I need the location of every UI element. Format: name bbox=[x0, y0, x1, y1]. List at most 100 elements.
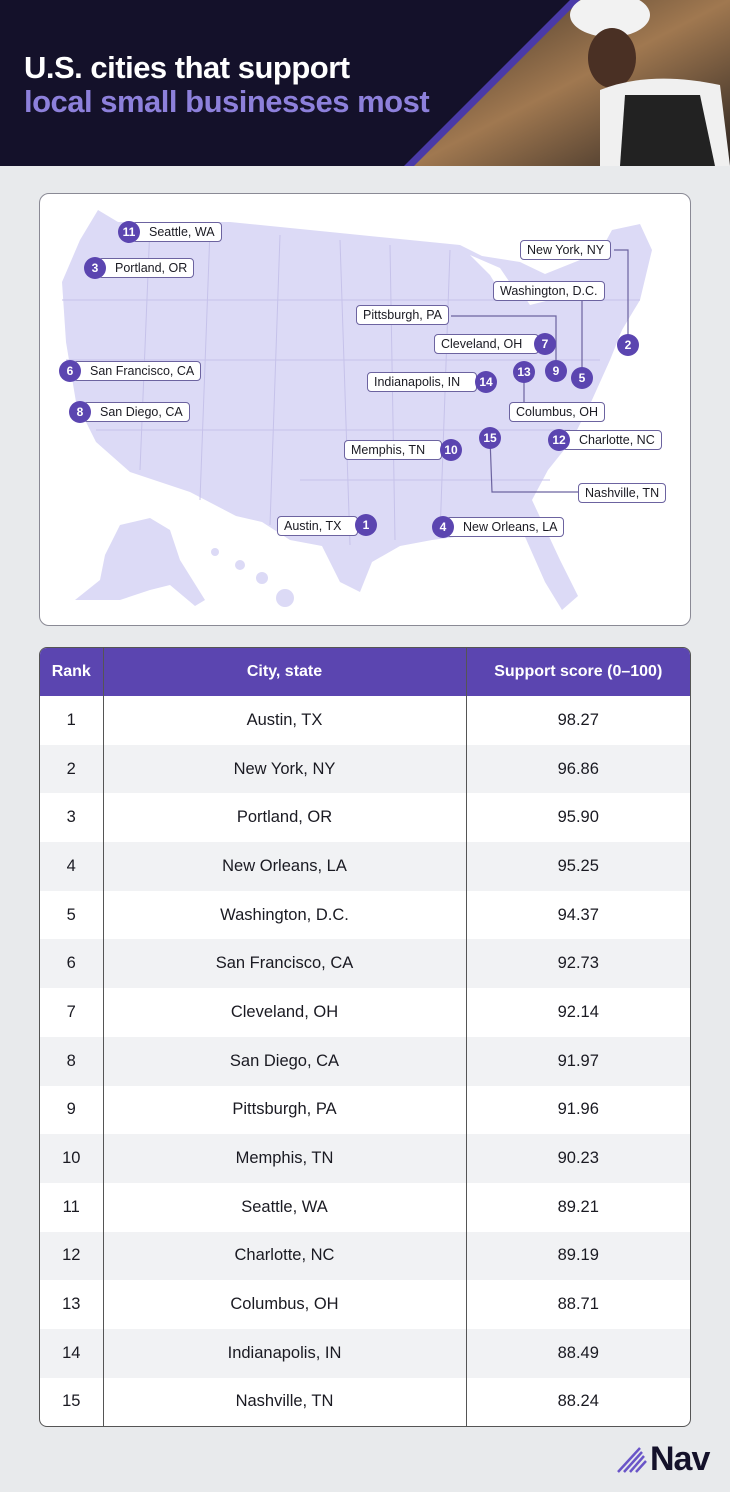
city-cell: Indianapolis, IN bbox=[103, 1328, 467, 1378]
rank-cell: 5 bbox=[40, 890, 104, 940]
score-cell: 88.49 bbox=[466, 1328, 690, 1378]
map-label: Nashville, TN bbox=[578, 483, 667, 503]
col-header-score: Support score (0–100) bbox=[466, 648, 690, 696]
map-marker-12: 12 bbox=[548, 429, 570, 451]
score-cell: 98.27 bbox=[557, 710, 599, 729]
map-marker-4: 4 bbox=[432, 516, 454, 538]
table-row: 5 Washington, D.C. 94.37 bbox=[40, 890, 690, 940]
map-marker-13: 13 bbox=[513, 361, 535, 383]
contiguous-us-shape bbox=[62, 210, 652, 610]
city-cell: Washington, D.C. bbox=[103, 890, 467, 940]
rank-cell: 3 bbox=[40, 793, 104, 843]
score-cell: 89.19 bbox=[466, 1231, 690, 1281]
map-label: San Diego, CA bbox=[83, 402, 190, 422]
map-marker-15: 15 bbox=[479, 427, 501, 449]
score-cell: 95.25 bbox=[466, 842, 690, 891]
city-cell: Nashville, TN bbox=[103, 1377, 467, 1427]
map-marker-5: 5 bbox=[571, 367, 593, 389]
rank-cell: 2 bbox=[40, 744, 104, 794]
table-row: 8 San Diego, CA 91.97 bbox=[40, 1036, 690, 1086]
title-line-2: local small businesses most bbox=[24, 84, 430, 119]
col-header-city: City, state bbox=[103, 648, 467, 696]
map-label: Memphis, TN bbox=[344, 440, 443, 460]
rank-cell: 11 bbox=[40, 1182, 104, 1232]
rank-cell: 9 bbox=[40, 1085, 104, 1135]
table-row: 4 New Orleans, LA 95.25 bbox=[40, 842, 690, 891]
header-banner: U.S. cities that support local small bus… bbox=[0, 0, 730, 166]
map-label: Pittsburgh, PA bbox=[356, 305, 449, 325]
city-cell: Pittsburgh, PA bbox=[103, 1085, 467, 1135]
nav-logo-icon bbox=[617, 1446, 647, 1473]
col-header-rank: Rank bbox=[40, 648, 104, 696]
map-marker-3: 3 bbox=[84, 257, 106, 279]
table-row: 10 Memphis, TN 90.23 bbox=[40, 1134, 690, 1183]
table-row: 7 Cleveland, OH 92.14 bbox=[40, 988, 690, 1037]
leader-lines bbox=[451, 249, 629, 493]
alaska-shape bbox=[75, 518, 205, 606]
rank-cell: 6 bbox=[40, 939, 104, 989]
rank-cell: 14 bbox=[40, 1328, 104, 1378]
rank-cell: 7 bbox=[40, 988, 104, 1037]
city-cell: Cleveland, OH bbox=[103, 988, 467, 1037]
map-label: San Francisco, CA bbox=[73, 361, 202, 381]
map-label: New Orleans, LA bbox=[446, 517, 565, 537]
rank-cell: 1 bbox=[40, 696, 104, 745]
map-marker-1: 1 bbox=[355, 514, 377, 536]
score-cell: 91.96 bbox=[557, 1100, 599, 1119]
score-cell: 92.73 bbox=[466, 939, 690, 989]
score-cell: 94.37 bbox=[557, 905, 599, 924]
table-row: 11 Seattle, WA 89.21 bbox=[40, 1182, 690, 1232]
hawaii-shape bbox=[211, 548, 294, 607]
map-label: New York, NY bbox=[520, 240, 612, 260]
table-row: 15 Nashville, TN 88.24 bbox=[40, 1377, 690, 1427]
map-marker-7: 7 bbox=[534, 333, 556, 355]
title-line-1: U.S. cities that support bbox=[24, 50, 350, 85]
nav-logo: Nav bbox=[616, 1440, 710, 1479]
city-cell: Charlotte, NC bbox=[103, 1231, 467, 1281]
city-cell: Memphis, TN bbox=[103, 1134, 467, 1183]
city-cell: New York, NY bbox=[103, 744, 467, 794]
map-label: Charlotte, NC bbox=[562, 430, 662, 450]
city-cell: New Orleans, LA bbox=[103, 842, 467, 891]
table-row: 3 Portland, OR 95.90 bbox=[40, 793, 690, 843]
map-marker-14: 14 bbox=[475, 371, 497, 393]
score-cell: 88.71 bbox=[557, 1295, 599, 1314]
table-row: 1 Austin, TX 98.27 bbox=[40, 696, 690, 745]
city-cell: San Diego, CA bbox=[103, 1036, 467, 1086]
city-cell: Seattle, WA bbox=[103, 1182, 467, 1232]
rank-cell: 13 bbox=[40, 1280, 104, 1329]
map-label: Washington, D.C. bbox=[493, 281, 605, 301]
score-cell: 92.14 bbox=[557, 1002, 599, 1021]
map-label: Cleveland, OH bbox=[434, 334, 540, 354]
map-marker-9: 9 bbox=[545, 360, 567, 382]
rank-cell: 4 bbox=[40, 842, 104, 891]
score-cell: 89.21 bbox=[557, 1197, 599, 1216]
rank-cell: 12 bbox=[40, 1231, 104, 1281]
table-row: 14 Indianapolis, IN 88.49 bbox=[40, 1328, 690, 1378]
map-marker-8: 8 bbox=[69, 401, 91, 423]
map-marker-2: 2 bbox=[617, 334, 639, 356]
rank-cell: 10 bbox=[40, 1134, 104, 1183]
score-cell: 95.90 bbox=[557, 808, 599, 827]
table-row: 12 Charlotte, NC 89.19 bbox=[40, 1231, 690, 1281]
ranking-table: Rank City, state Support score (0–100) 1… bbox=[39, 647, 691, 1428]
score-cell: 88.24 bbox=[557, 1392, 599, 1411]
baker-photo bbox=[404, 0, 730, 166]
city-cell: Austin, TX bbox=[103, 696, 467, 745]
map-label: Portland, OR bbox=[98, 258, 195, 278]
city-cell: Portland, OR bbox=[103, 793, 467, 843]
map-marker-6: 6 bbox=[59, 360, 81, 382]
city-cell: Columbus, OH bbox=[103, 1280, 467, 1329]
score-cell: 90.23 bbox=[466, 1134, 690, 1183]
map-marker-11: 11 bbox=[118, 221, 140, 243]
map-label: Indianapolis, IN bbox=[367, 372, 478, 392]
table-row: 6 San Francisco, CA 92.73 bbox=[40, 939, 690, 989]
rank-cell: 8 bbox=[40, 1036, 104, 1086]
table-row: 9 Pittsburgh, PA 91.96 bbox=[40, 1085, 690, 1135]
score-cell: 91.97 bbox=[466, 1036, 690, 1086]
map-label: Seattle, WA bbox=[132, 222, 222, 242]
city-cell: San Francisco, CA bbox=[103, 939, 467, 989]
table-row: 13 Columbus, OH 88.71 bbox=[40, 1280, 690, 1329]
rank-cell: 15 bbox=[40, 1377, 104, 1427]
table-row: 2 New York, NY 96.86 bbox=[40, 744, 690, 794]
